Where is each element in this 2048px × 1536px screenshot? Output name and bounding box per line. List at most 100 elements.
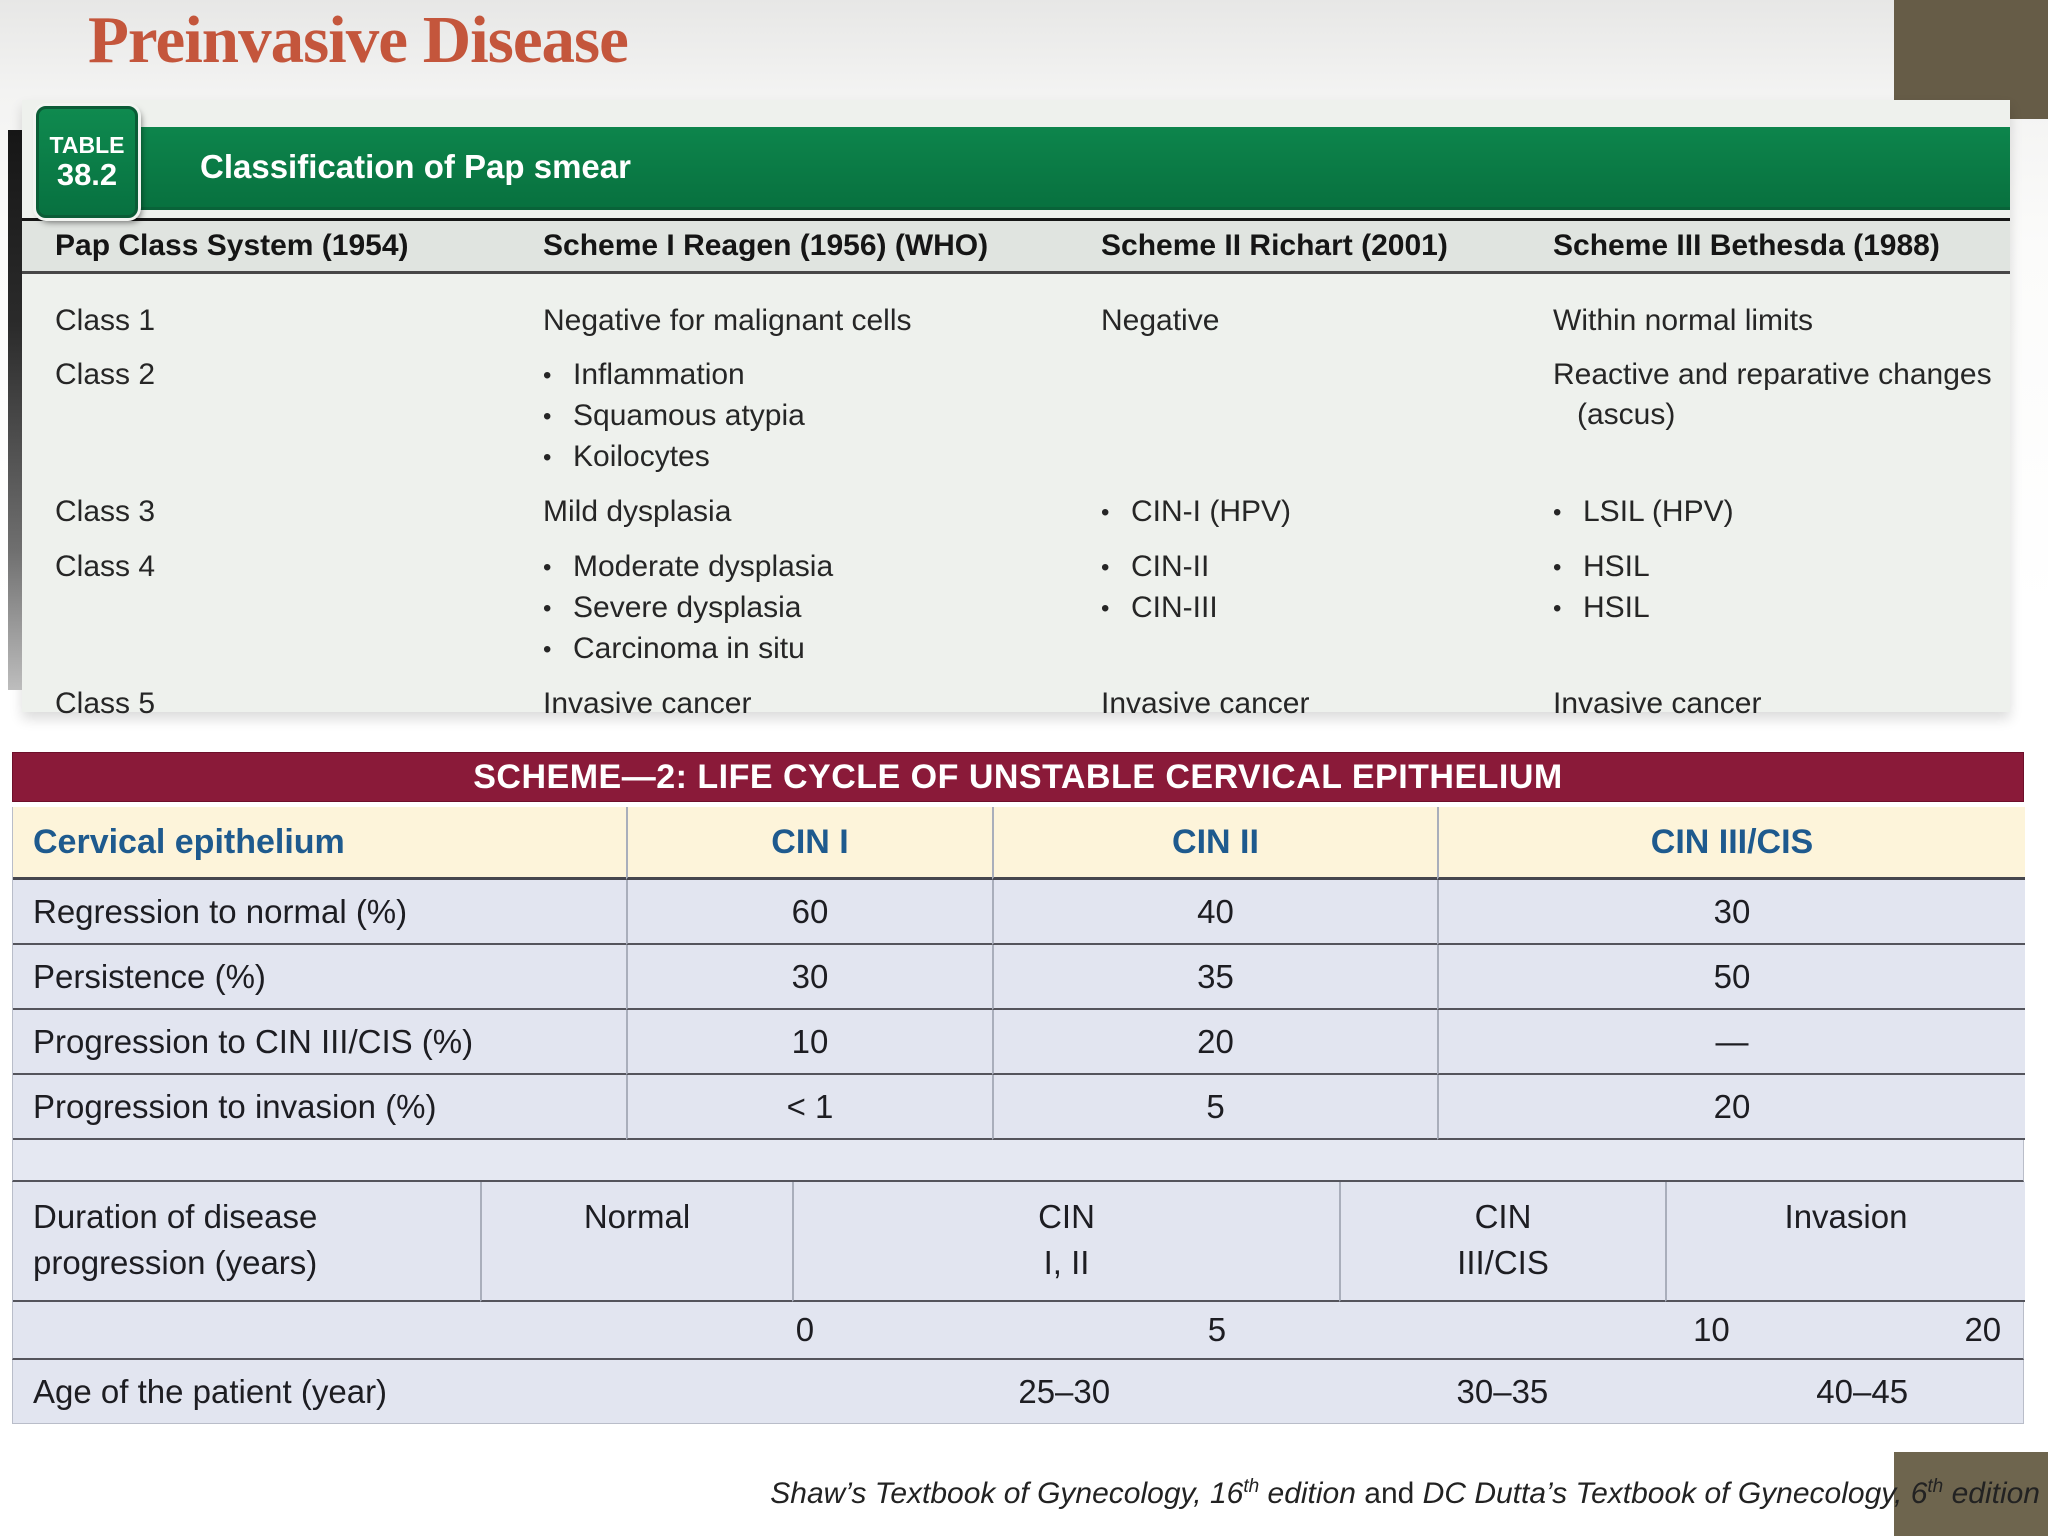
table1-cell: Invasive cancer	[510, 684, 1068, 724]
table1-cell: • CIN-II • CIN-III	[1068, 547, 1520, 670]
duration-stage-line: III/CIS	[1457, 1244, 1549, 1281]
duration-stage-1: Normal	[480, 1182, 792, 1302]
citation-part: edition	[1259, 1477, 1356, 1510]
scheme2-timeline-row: 0 5 10 20	[12, 1302, 2024, 1360]
table1-column-header-2: Scheme I Reagen (1956) (WHO)	[543, 229, 989, 262]
age-range: 40–45	[1816, 1372, 1909, 1410]
bullet-icon: •	[1553, 499, 1562, 526]
table1-cell: • HSIL • HSIL	[1520, 547, 2010, 670]
table1-cell-line: Negative	[1101, 304, 1220, 337]
table1-cell-line: Class 4	[55, 550, 156, 583]
table1-cell-line: • Moderate dysplasia	[543, 547, 1068, 588]
duration-stage-line: Invasion	[1784, 1198, 1908, 1235]
bullet-icon: •	[543, 595, 552, 622]
age-range: 25–30	[1018, 1372, 1111, 1410]
table1-cell: Invasive cancer	[1520, 684, 2010, 724]
table1-cell-line: Invasive cancer	[543, 687, 752, 720]
timeline-tick: 0	[795, 1311, 815, 1348]
table1-cell: Class 5	[22, 684, 510, 724]
scheme2-value-cell: —	[1437, 1010, 2025, 1075]
scheme2-value-cell: 20	[992, 1010, 1437, 1075]
table1-cell-line: (ascus)	[1577, 398, 1676, 431]
table1-cell: Mild dysplasia	[510, 492, 1068, 533]
table1-column-header-1: Pap Class System (1954)	[55, 229, 409, 262]
table1-body: Class 1 Negative for malignant cells Negat…	[22, 277, 2010, 720]
scheme2-title-bar: SCHEME—2: LIFE CYCLE OF UNSTABLE CERVICA…	[12, 752, 2024, 802]
table1-title-bar: Classification of Pap smear	[140, 127, 2010, 210]
table1-column-header-3: Scheme II Richart (2001)	[1101, 229, 1448, 262]
table1-cell-line: Class 3	[55, 495, 156, 528]
table1-cell: • LSIL (HPV)	[1520, 492, 2010, 533]
table1-column-headers: Pap Class System (1954) Scheme I Reagen (…	[22, 218, 2010, 274]
scheme2-column-header-1: Cervical epithelium	[13, 807, 626, 880]
table1-cell: Invasive cancer	[1068, 684, 1520, 724]
scheme2-percentage-grid: Cervical epithelium CIN I CIN II CIN III/CI…	[12, 807, 2025, 1140]
table-number-badge: TABLE 38.2	[36, 106, 138, 218]
table1-cell: Class 1	[22, 301, 510, 341]
timeline-tick: 5	[1207, 1311, 1227, 1348]
citation-part: Shaw’s Textbook of Gynecology, 16	[770, 1477, 1244, 1510]
bullet-icon: •	[1553, 595, 1562, 622]
scheme2-row-label: Regression to normal (%)	[13, 880, 626, 945]
scheme2-value-cell: 20	[1437, 1075, 2025, 1140]
table1-cell-line: Negative for malignant cells	[543, 304, 912, 337]
table1-cell-line: • Carcinoma in situ	[543, 629, 1068, 670]
table1-cell-line: Reactive and reparative changes	[1553, 358, 1992, 391]
bullet-icon: •	[543, 403, 552, 430]
table1-cell-line: • LSIL (HPV)	[1553, 492, 2010, 533]
citation-part: th	[1243, 1476, 1260, 1497]
duration-stage-4: Invasion	[1665, 1182, 2025, 1302]
table1-cell-line: • CIN-III	[1101, 588, 1520, 629]
scheme2-value-cell: 30	[1437, 880, 2025, 945]
table1-title: Classification of Pap smear	[200, 148, 631, 185]
scheme2-value-cell: 5	[992, 1075, 1437, 1140]
table1-cell: Reactive and reparative changes (ascus)	[1520, 355, 2010, 478]
bullet-icon: •	[1101, 595, 1110, 622]
olive-corner-block-top	[1894, 0, 2048, 119]
bullet-icon: •	[1553, 554, 1562, 581]
citation-part: DC Dutta’s Textbook of Gynecology, 6	[1422, 1477, 1928, 1510]
duration-stage-3: CIN III/CIS	[1339, 1182, 1665, 1302]
scheme2-duration-row: Duration of disease progression (years) No…	[12, 1182, 2025, 1302]
scheme2-column-header-3: CIN II	[992, 807, 1437, 880]
duration-stage-line: Normal	[583, 1198, 691, 1235]
scheme2-row-label: Progression to CIN III/CIS (%)	[13, 1010, 626, 1075]
duration-label-line: Duration of disease	[33, 1198, 318, 1235]
table1-cell	[1068, 355, 1520, 478]
table1-cell-line: Invasive cancer	[1553, 687, 1762, 720]
table1-column-header-4: Scheme III Bethesda (1988)	[1553, 229, 1940, 262]
scheme2-row-label: Persistence (%)	[13, 945, 626, 1010]
table1-cell-line: • HSIL	[1553, 547, 2010, 588]
citation-part: th	[1927, 1476, 1944, 1497]
duration-stage-line: CIN	[1474, 1198, 1532, 1235]
scheme2-value-cell: 35	[992, 945, 1437, 1010]
table1-cell-line: Within normal limits	[1553, 304, 1814, 337]
table1-cell-line: • Squamous atypia	[543, 396, 1068, 437]
citation-text: Shaw’s Textbook of Gynecology, 16th edit…	[440, 1476, 2040, 1511]
table1-cell-line: Class 2	[55, 358, 156, 391]
table1-cell: Class 3	[22, 492, 510, 533]
scheme2-value-cell: 60	[626, 880, 992, 945]
table1-cell-line: • Severe dysplasia	[543, 588, 1068, 629]
table1-cell-line: • HSIL	[1553, 588, 2010, 629]
scan-edge-shadow	[8, 130, 22, 690]
table1-cell: Within normal limits	[1520, 301, 2010, 341]
pap-smear-table: TABLE 38.2 Classification of Pap smear P…	[8, 100, 2010, 720]
bullet-icon: •	[1101, 499, 1110, 526]
bullet-icon: •	[543, 362, 552, 389]
badge-word: TABLE	[49, 132, 125, 158]
duration-stage-2: CIN I, II	[792, 1182, 1339, 1302]
table1-cell-line: Mild dysplasia	[543, 495, 732, 528]
table1-cell-line: Class 1	[55, 304, 156, 337]
bullet-icon: •	[543, 444, 552, 471]
bullet-icon: •	[1101, 554, 1110, 581]
table1-cell-line: Invasive cancer	[1101, 687, 1310, 720]
table1-cell-line: • Inflammation	[543, 355, 1068, 396]
scheme2-value-cell: 40	[992, 880, 1437, 945]
olive-corner-block-bottom	[1894, 1452, 2048, 1536]
timeline-tick: 10	[1693, 1311, 1730, 1348]
scheme2-age-row: Age of the patient (year) 25–30 30–35 40–45	[12, 1360, 2024, 1424]
scheme2-value-cell: 30	[626, 945, 992, 1010]
bullet-icon: •	[543, 636, 552, 663]
age-range: 30–35	[1456, 1372, 1549, 1410]
